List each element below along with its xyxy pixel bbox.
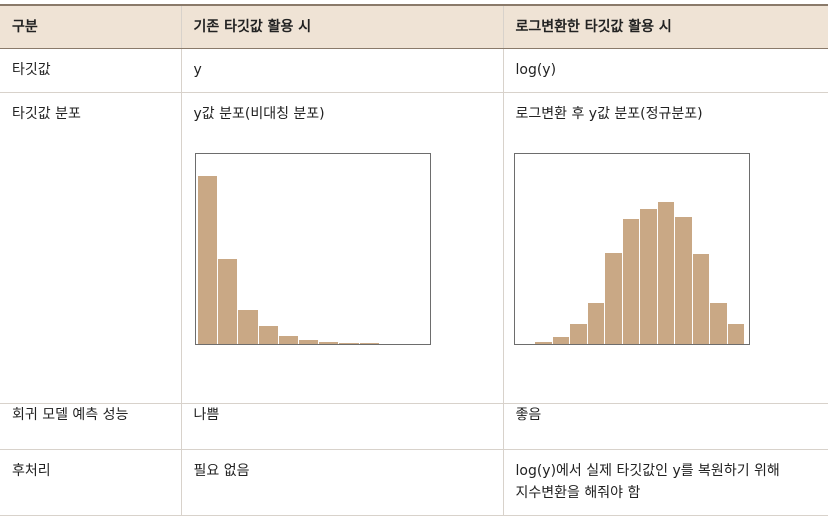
histogram-bar [570, 324, 587, 344]
histogram-bar [657, 202, 674, 344]
header-existing-target: 기존 타깃값 활용 시 [180, 4, 503, 49]
table-row: 타깃값 분포 y값 분포(비대칭 분포) 로그변환 후 y값 분포(정규분포) [0, 92, 828, 404]
existing-cell: 필요 없음 [180, 449, 503, 516]
histogram-bar [218, 259, 238, 344]
table-row: 타깃값 y log(y) [0, 48, 828, 93]
histogram-bar [587, 303, 604, 344]
log-cell: 좋음 [502, 403, 828, 450]
postprocess-line-2: 지수변환을 해줘야 함 [515, 485, 641, 501]
histogram-bar [319, 341, 339, 344]
histogram-bar [640, 208, 657, 344]
skewed-distribution-histogram [195, 153, 431, 345]
existing-cell: y [180, 48, 503, 93]
histogram-bar [299, 340, 319, 344]
histogram-bar [692, 254, 709, 344]
histogram-bar [278, 336, 298, 344]
normal-distribution-histogram [514, 153, 750, 345]
histogram-bar [238, 309, 258, 344]
header-log-target: 로그변환한 타깃값 활용 시 [502, 4, 828, 49]
histogram-bar [339, 343, 359, 344]
postprocess-line-1: log(y)에서 실제 타깃값인 y를 복원하기 위해 [515, 463, 780, 479]
histogram-bar [710, 303, 727, 344]
header-row: 구분 기존 타깃값 활용 시 로그변환한 타깃값 활용 시 [0, 4, 828, 49]
histogram-bar [535, 342, 552, 344]
histogram-bar [675, 216, 692, 344]
log-cell: log(y) [502, 48, 828, 93]
histogram-bar [605, 252, 622, 344]
row-label: 타깃값 분포 [0, 92, 181, 404]
row-label: 타깃값 [0, 48, 181, 93]
table-row: 회귀 모델 예측 성능 나쁨 좋음 [0, 403, 828, 450]
existing-cell: 나쁨 [180, 403, 503, 450]
histogram-bar [552, 337, 569, 344]
histogram-bar [359, 343, 379, 344]
histogram-bar [198, 176, 218, 344]
histogram-bar [727, 324, 744, 344]
histogram-bar [258, 326, 278, 344]
row-label: 회귀 모델 예측 성능 [0, 403, 181, 450]
header-category: 구분 [0, 4, 181, 49]
histogram-bar [622, 218, 639, 344]
row-label: 후처리 [0, 449, 181, 516]
